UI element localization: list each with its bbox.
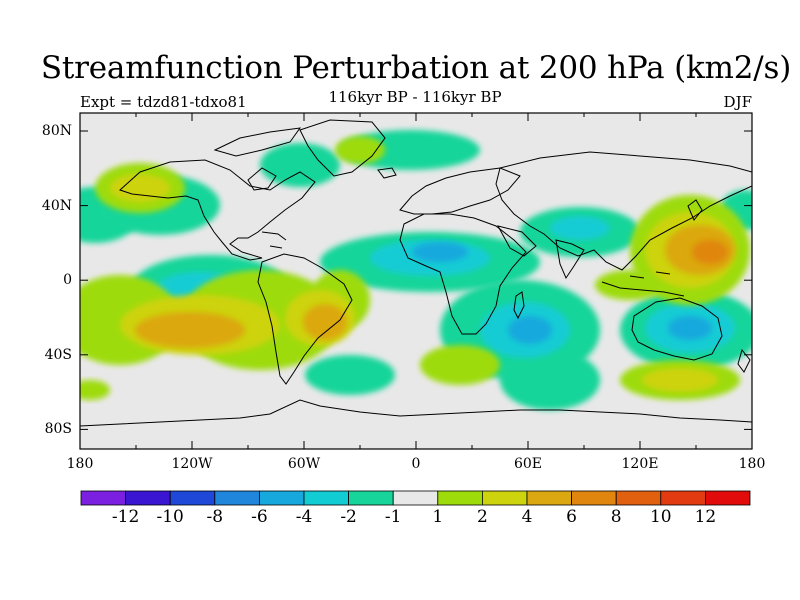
colorbar-label: -1: [384, 507, 402, 527]
contour-blob: [80, 380, 110, 400]
contour-blob: [692, 240, 728, 264]
contour-blob: [550, 216, 610, 240]
contour-blob: [595, 270, 665, 300]
period-subtitle: 116kyr BP - 116kyr BP: [328, 88, 502, 106]
experiment-label: Expt = tdzd81-tdxo81: [80, 93, 247, 111]
coastline-australia: [631, 297, 723, 361]
coastline-south-america: [257, 253, 353, 385]
colorbar-label: -2: [340, 507, 357, 527]
colorbar-swatch: [705, 490, 751, 506]
colorbar-label: 6: [566, 507, 577, 527]
colorbar-swatch: [660, 490, 706, 506]
coastline-antarctica: [80, 399, 752, 427]
colorbar-swatch: [125, 490, 171, 506]
colorbar-label: -6: [251, 507, 268, 527]
colorbar: [80, 490, 751, 506]
coastline-madagascar: [513, 291, 525, 320]
contour-blob: [642, 368, 718, 392]
figure-title: Streamfunction Perturbation at 200 hPa (…: [40, 50, 792, 86]
contour-blob: [303, 304, 347, 340]
axis-ticks: [79, 113, 753, 449]
colorbar-label: -10: [156, 507, 184, 527]
colorbar-label: 4: [521, 507, 533, 527]
colorbar-swatch: [571, 490, 617, 506]
lon-tick-label: 180: [66, 456, 94, 472]
colorbar-swatch: [615, 490, 662, 506]
colorbar-swatch: [526, 490, 572, 506]
lat-tick-label: 40N: [41, 198, 72, 214]
coastline-arctic-islands: [213, 127, 302, 157]
lat-tick-label: 0: [63, 272, 72, 288]
contour-blob: [668, 316, 712, 340]
lat-tick-label: 80S: [44, 421, 72, 437]
contour-blob: [135, 312, 245, 348]
colorbar-swatch: [348, 490, 394, 506]
colorbar-swatch: [481, 490, 528, 506]
coastline-new-zealand: [737, 348, 751, 373]
colorbar-swatch: [437, 490, 483, 506]
colorbar-label: -4: [295, 507, 313, 527]
contour-blob: [335, 136, 385, 164]
contour-blob: [412, 242, 468, 262]
colorbar-label: 10: [649, 507, 672, 527]
colorbar-label: 12: [694, 507, 717, 527]
colorbar-swatch: [169, 490, 216, 506]
colorbar-label: 1: [432, 507, 444, 527]
colorbar-label: 2: [476, 507, 488, 527]
lon-tick-label: 60E: [513, 456, 543, 472]
colorbar-label: -12: [111, 507, 140, 527]
lat-tick-label: 40S: [44, 347, 72, 363]
lat-tick-label: 80N: [41, 123, 72, 139]
lon-tick-label: 0: [411, 456, 421, 472]
map-panel: [79, 112, 753, 450]
colorbar-swatch: [258, 490, 305, 506]
coastlines: [80, 119, 752, 427]
contour-blob: [508, 316, 552, 344]
coastline-arabia: [497, 225, 537, 257]
coastline-japan: [687, 199, 703, 221]
coastline-africa: [399, 213, 527, 335]
colorbar-swatch: [303, 490, 349, 506]
coastline-iceland: [377, 167, 397, 179]
contour-blob: [110, 174, 170, 202]
contour-blob: [420, 345, 500, 385]
coastline-north-america: [119, 159, 316, 261]
coastline-hudson-bay: [247, 167, 277, 191]
colorbar-label: 8: [610, 507, 622, 527]
colorbar-swatch: [392, 490, 439, 506]
colorbar-label: -8: [206, 507, 224, 527]
lon-tick-label: 120W: [171, 456, 213, 472]
lon-tick-label: 180: [738, 456, 766, 472]
coastline-asia: [495, 151, 752, 271]
contour-blob: [500, 350, 600, 410]
lon-tick-label: 60W: [287, 456, 321, 472]
coastline-caribbean: [261, 231, 287, 249]
coastline-india: [555, 239, 585, 280]
coastline-indonesia: [601, 271, 685, 297]
colorbar-swatch: [214, 490, 260, 506]
colorbar-swatch: [80, 490, 126, 506]
contour-blob: [305, 355, 395, 395]
lon-tick-label: 120E: [621, 456, 659, 472]
contour-blob: [260, 143, 340, 187]
season-label: DJF: [723, 93, 752, 111]
coastline-greenland: [299, 119, 386, 177]
